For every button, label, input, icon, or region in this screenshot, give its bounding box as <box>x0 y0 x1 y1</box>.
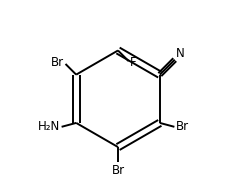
Text: Br: Br <box>176 120 189 133</box>
Text: F: F <box>130 56 137 69</box>
Text: Br: Br <box>111 164 125 177</box>
Text: Br: Br <box>51 56 64 69</box>
Text: N: N <box>176 47 185 60</box>
Text: H₂N: H₂N <box>38 120 60 133</box>
